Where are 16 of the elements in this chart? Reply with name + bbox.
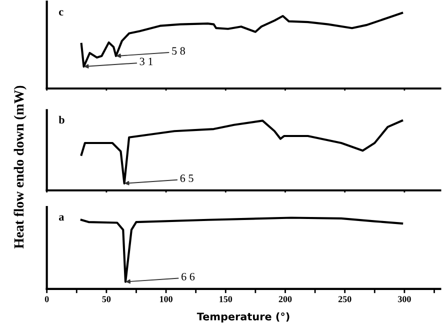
chart-title: c <box>59 10 64 16</box>
annotation: 6 6 <box>182 272 195 280</box>
x-tick-label: 100 <box>160 296 172 302</box>
y-axis-title: Heat flow endo down (mW) <box>14 86 26 249</box>
x-axis-title: Temperature (°) <box>196 312 290 322</box>
x-tick-label: 300 <box>398 296 411 302</box>
annotation: 3 1 <box>140 58 153 66</box>
annotation: 5 8 <box>172 47 185 55</box>
x-tick-label: 150 <box>220 296 232 302</box>
x-tick-label: 250 <box>338 296 352 302</box>
x-tick-label: 0 <box>44 296 49 302</box>
x-tick-label: 200 <box>278 296 292 302</box>
annotation: 6 5 <box>180 174 194 182</box>
chart-title: a <box>58 215 64 221</box>
x-tick-label: 50 <box>102 296 111 302</box>
chart-title: b <box>58 116 64 124</box>
